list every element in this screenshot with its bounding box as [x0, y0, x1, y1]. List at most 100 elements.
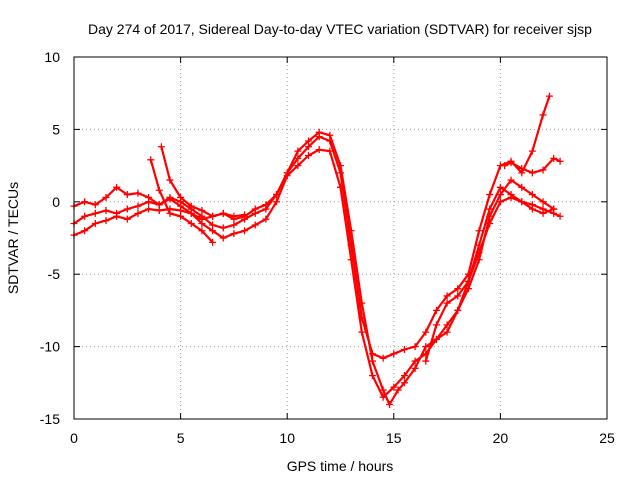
data-point	[102, 217, 110, 225]
data-point	[518, 164, 526, 172]
y-tick-label: 0	[52, 194, 60, 210]
data-point	[219, 224, 227, 232]
series-track-4	[147, 156, 217, 246]
data-point	[113, 212, 121, 220]
data-point	[209, 227, 217, 235]
data-point	[358, 328, 366, 336]
data-point	[262, 215, 270, 223]
data-point	[283, 172, 291, 180]
axis-ticks: 0 5 10 15 20 25 -15 -10 -5 0 5 10	[40, 49, 615, 446]
data-point	[454, 306, 462, 314]
data-point	[230, 212, 238, 220]
data-point	[443, 299, 451, 307]
y-tick-label: 10	[44, 49, 60, 65]
plot-series	[70, 92, 564, 409]
series-line	[72, 94, 551, 360]
data-point	[81, 227, 89, 235]
data-point	[379, 386, 387, 394]
data-point	[294, 147, 302, 155]
data-point	[379, 393, 387, 401]
data-point	[305, 143, 313, 151]
x-tick-label: 15	[386, 430, 402, 446]
series-line	[149, 158, 214, 244]
data-point	[209, 238, 217, 246]
data-point	[422, 343, 430, 351]
series-track-2	[70, 92, 553, 362]
data-point	[422, 328, 430, 336]
data-point	[347, 256, 355, 264]
y-tick-label: -15	[40, 411, 60, 427]
data-point	[134, 189, 142, 197]
y-tick-label: 5	[52, 121, 60, 137]
data-point	[166, 193, 174, 201]
data-point	[556, 212, 564, 220]
data-point	[91, 209, 99, 217]
series-track-3	[70, 146, 558, 401]
series-track-5	[157, 143, 249, 220]
plot-frame	[73, 56, 608, 420]
data-point	[486, 191, 494, 199]
data-point	[379, 354, 387, 362]
data-point	[507, 176, 515, 184]
data-point	[134, 202, 142, 210]
data-point	[368, 357, 376, 365]
data-point	[486, 220, 494, 228]
data-point	[273, 198, 281, 206]
data-point	[501, 162, 509, 170]
data-point	[262, 205, 270, 213]
data-point	[496, 198, 504, 206]
data-point	[315, 146, 323, 154]
data-point	[454, 292, 462, 300]
data-point	[251, 221, 259, 229]
data-point	[443, 321, 451, 329]
data-point	[155, 206, 163, 214]
data-point	[528, 201, 536, 209]
data-point	[294, 162, 302, 170]
data-point	[315, 133, 323, 141]
data-point	[528, 169, 536, 177]
data-point	[337, 169, 344, 177]
data-point	[326, 137, 334, 145]
data-point	[545, 92, 553, 100]
y-tick-label: -5	[48, 266, 61, 282]
data-point	[219, 209, 227, 217]
data-point	[464, 285, 472, 293]
data-point	[145, 198, 153, 206]
data-point	[337, 183, 344, 191]
x-tick-label: 0	[70, 430, 78, 446]
data-point	[123, 205, 131, 213]
data-point	[166, 209, 174, 217]
x-axis-label: GPS time / hours	[287, 458, 394, 474]
data-point	[123, 215, 131, 223]
data-point	[464, 277, 472, 285]
series-line	[160, 145, 246, 218]
series-line	[72, 131, 555, 406]
data-point	[155, 186, 163, 194]
data-point	[507, 159, 515, 167]
data-point	[198, 206, 206, 214]
data-point	[91, 201, 99, 209]
data-point	[422, 357, 430, 365]
series-track-6	[422, 193, 564, 365]
data-point	[411, 364, 419, 372]
data-point	[390, 383, 398, 391]
data-point	[550, 154, 558, 162]
data-point	[518, 183, 526, 191]
data-point	[91, 220, 99, 228]
data-point	[147, 156, 155, 164]
series-track-1	[70, 128, 558, 409]
data-point	[550, 209, 558, 217]
x-tick-label: 10	[279, 430, 295, 446]
data-point	[134, 209, 142, 217]
data-point	[251, 209, 259, 217]
data-point	[102, 193, 110, 201]
data-point	[368, 350, 376, 358]
data-point	[209, 212, 217, 220]
data-point	[386, 401, 394, 409]
data-point	[326, 147, 334, 155]
data-point	[187, 202, 195, 210]
data-point	[230, 221, 238, 229]
data-point	[556, 157, 564, 165]
data-point	[443, 292, 451, 300]
data-point	[400, 379, 408, 387]
